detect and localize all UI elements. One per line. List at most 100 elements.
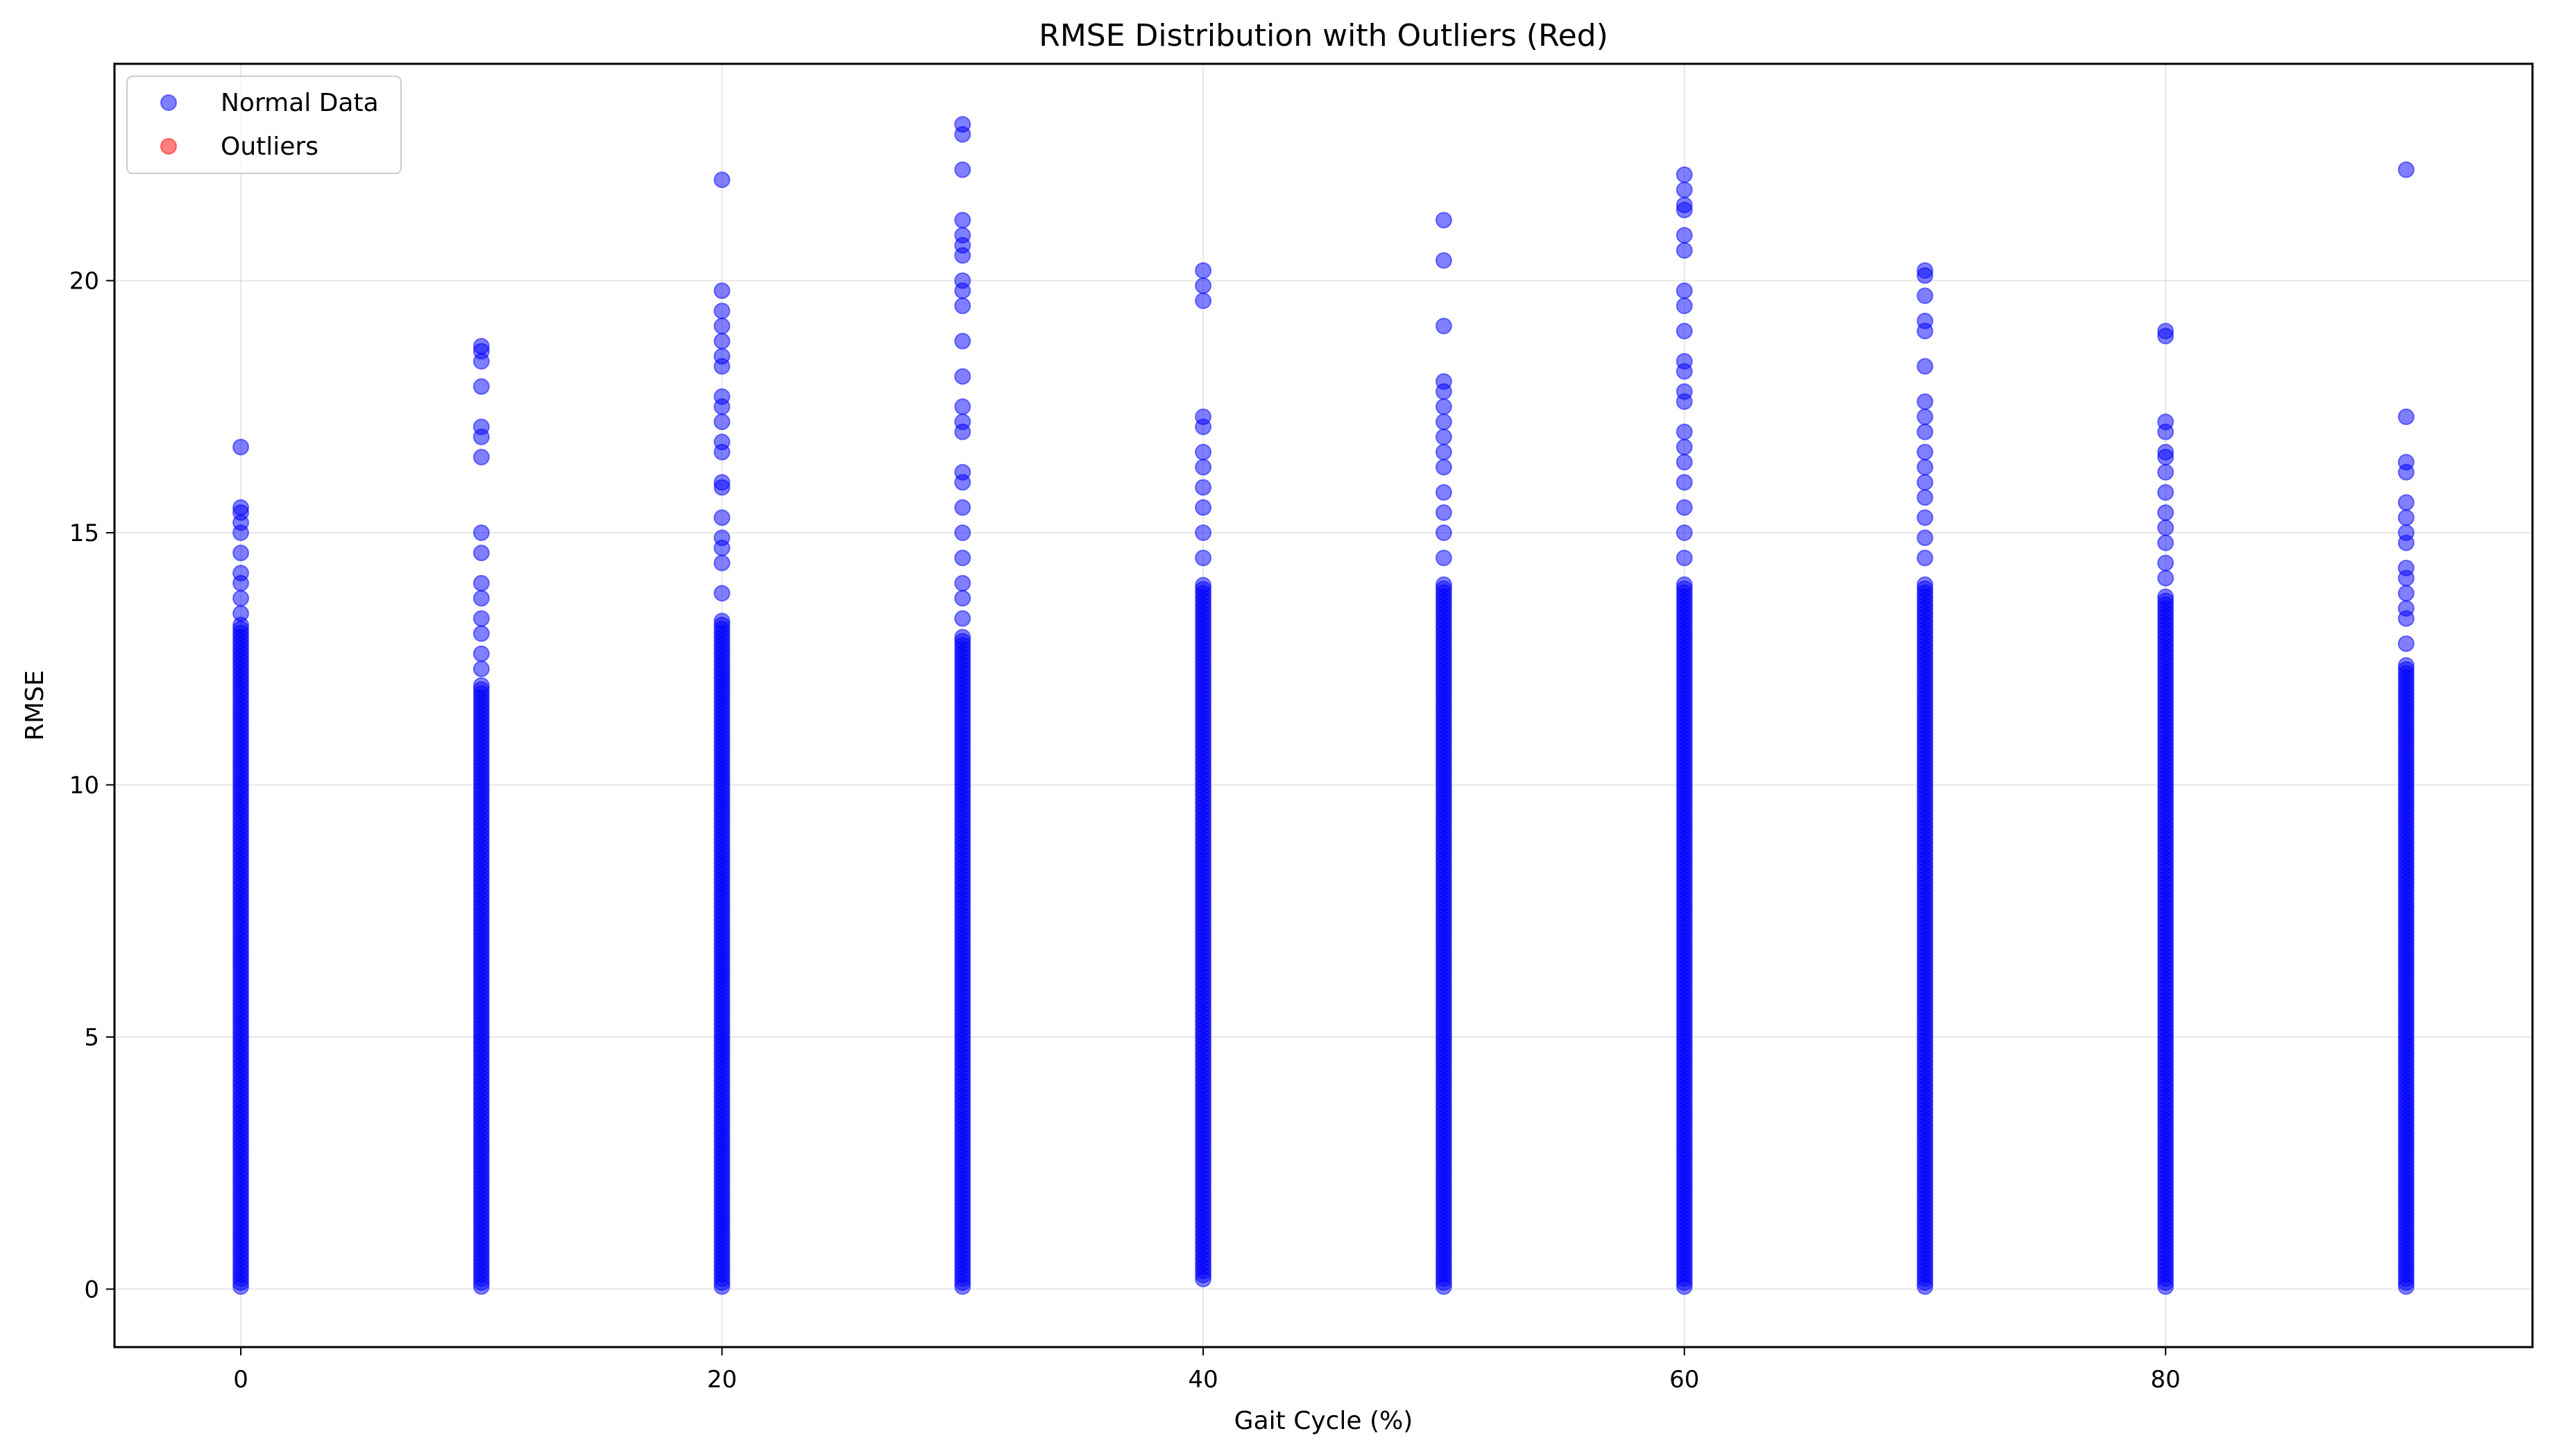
data-point — [473, 677, 490, 694]
data-point — [473, 574, 490, 592]
data-point — [954, 590, 971, 607]
data-point — [232, 438, 250, 456]
data-point — [1676, 474, 1693, 491]
data-point — [2397, 509, 2415, 526]
data-point — [2397, 408, 2415, 425]
legend-box — [126, 76, 402, 174]
data-point — [954, 499, 971, 516]
data-point — [954, 413, 971, 431]
data-point — [713, 585, 731, 602]
data-point — [713, 388, 731, 405]
data-point — [1195, 524, 1212, 542]
data-point — [2157, 463, 2174, 481]
x-tick-label: 40 — [1188, 1366, 1218, 1394]
data-point — [713, 332, 731, 350]
data-point — [1435, 398, 1452, 416]
data-point — [1676, 241, 1693, 259]
data-point — [1916, 489, 1934, 506]
data-point — [1676, 181, 1693, 198]
data-point — [1916, 474, 1934, 491]
data-point — [1916, 529, 1934, 547]
data-point — [2157, 323, 2174, 340]
data-point — [473, 660, 490, 678]
data-point — [473, 448, 490, 465]
data-point — [954, 297, 971, 314]
data-point — [1916, 287, 1934, 305]
data-point — [2397, 494, 2415, 511]
data-point — [713, 348, 731, 365]
data-point — [1195, 277, 1212, 294]
plot-frame — [113, 62, 2534, 1348]
data-point — [1676, 383, 1693, 400]
data-point — [1435, 524, 1452, 542]
data-point — [232, 499, 250, 516]
data-point — [1916, 423, 1934, 440]
data-point — [1435, 504, 1452, 521]
y-tick-label: 10 — [69, 771, 99, 799]
data-point — [473, 610, 490, 627]
data-point — [1435, 483, 1452, 501]
data-point — [954, 212, 971, 229]
data-point — [473, 625, 490, 642]
data-point — [1916, 393, 1934, 411]
data-point — [713, 554, 731, 572]
legend-marker — [160, 138, 177, 155]
data-point — [954, 524, 971, 542]
data-point — [2157, 413, 2174, 431]
data-point — [1435, 372, 1452, 390]
tick-layer: 0 20 40 60 80 0 5 10 15 20 — [69, 268, 2181, 1394]
y-tick-label: 20 — [69, 268, 99, 296]
data-point — [713, 171, 731, 189]
data-point — [473, 338, 490, 355]
data-point — [1676, 227, 1693, 244]
data-point — [1195, 549, 1212, 567]
data-point — [1435, 317, 1452, 334]
data-point — [954, 574, 971, 592]
y-tick-label: 15 — [69, 520, 99, 547]
data-point — [232, 565, 250, 582]
data-point — [1676, 297, 1693, 314]
data-point — [2157, 443, 2174, 461]
data-point — [1435, 549, 1452, 567]
data-point — [713, 474, 731, 491]
data-point — [2397, 585, 2415, 602]
data-point — [713, 282, 731, 300]
data-point — [232, 545, 250, 562]
data-point — [1195, 292, 1212, 309]
data-point — [954, 628, 971, 646]
legend-marker — [160, 94, 177, 111]
data-point — [473, 378, 490, 395]
data-point — [1676, 323, 1693, 340]
data-point — [1916, 358, 1934, 375]
data-point — [1676, 576, 1693, 593]
data-point — [713, 529, 731, 547]
data-point — [1435, 459, 1452, 476]
data-point — [1195, 576, 1212, 594]
legend-label: Outliers — [221, 132, 318, 161]
data-point — [1435, 443, 1452, 461]
data-point — [1195, 262, 1212, 280]
data-point — [2397, 657, 2415, 674]
data-point — [1676, 352, 1693, 370]
data-point — [1916, 443, 1934, 461]
data-point — [2397, 524, 2415, 542]
data-point — [954, 332, 971, 350]
data-point — [1195, 459, 1212, 476]
data-point — [473, 418, 490, 436]
data-point — [2397, 600, 2415, 617]
data-point — [2157, 483, 2174, 501]
data-point — [1676, 438, 1693, 456]
data-point — [954, 161, 971, 178]
data-point — [473, 645, 490, 662]
data-point — [713, 302, 731, 320]
data-point — [954, 227, 971, 244]
data-point — [954, 610, 971, 627]
data-point — [1916, 262, 1934, 280]
data-point — [1435, 428, 1452, 445]
data-point — [954, 116, 971, 133]
data-point — [1435, 413, 1452, 431]
data-point — [1435, 576, 1452, 593]
data-point — [713, 434, 731, 451]
